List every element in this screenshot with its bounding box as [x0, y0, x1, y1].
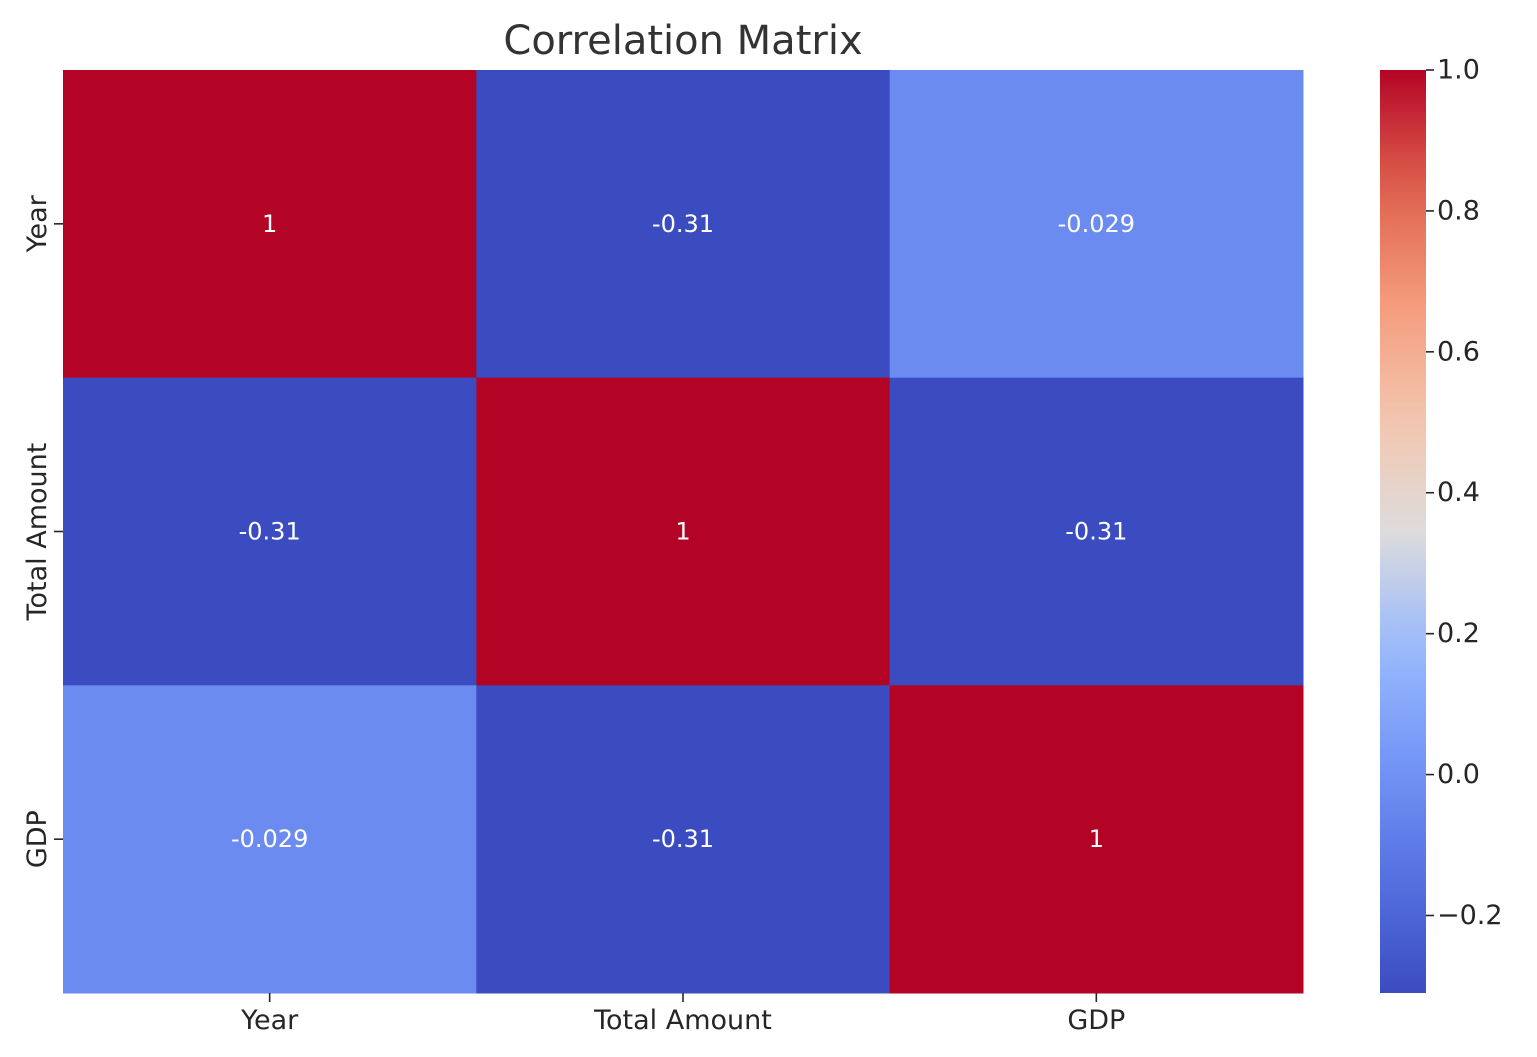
heatmap-cell [476, 70, 891, 379]
heatmap-cell [889, 377, 1304, 686]
chart-title: Correlation Matrix [503, 18, 862, 64]
cell-value-label: -0.31 [652, 210, 714, 238]
x-axis: Year Total Amount GDP [240, 993, 1125, 1036]
cell-value-label: -0.31 [239, 518, 301, 546]
colorbar-tick-label: 0.4 [1437, 477, 1480, 508]
colorbar-tick-label: −0.2 [1437, 900, 1503, 931]
heatmap-cell [476, 377, 891, 686]
y-tick-label: Year [22, 194, 53, 253]
x-tick-label: Year [240, 1005, 299, 1036]
cell-value-label: -0.029 [1058, 210, 1135, 238]
x-tick-label: GDP [1067, 1005, 1125, 1036]
colorbar: −0.2 0.0 0.2 0.4 0.6 0.8 1.0 [1380, 55, 1503, 993]
heatmap-cell [63, 70, 477, 379]
heatmap-cells [63, 70, 1304, 994]
y-tick-label: GDP [22, 810, 53, 868]
heatmap-cell-labels: 1 -0.31 -0.029 -0.31 1 -0.31 -0.029 -0.31 1 [231, 210, 1135, 853]
x-tick-label: Total Amount [593, 1005, 772, 1036]
heatmap-cell [889, 685, 1304, 994]
cell-value-label: -0.029 [231, 825, 308, 853]
colorbar-tick-label: 0.6 [1437, 336, 1480, 367]
colorbar-tick-label: 0.0 [1437, 759, 1480, 790]
colorbar-tick-label: 1.0 [1437, 55, 1480, 86]
y-tick-label: Total Amount [22, 443, 53, 622]
heatmap-cell [63, 377, 477, 686]
cell-value-label: 1 [1089, 825, 1104, 853]
heatmap-cell [476, 685, 891, 994]
heatmap-cell [889, 70, 1304, 379]
cell-value-label: -0.31 [1065, 518, 1127, 546]
cell-value-label: -0.31 [652, 825, 714, 853]
colorbar-gradient [1380, 70, 1426, 993]
y-axis: Year Total Amount GDP [22, 194, 63, 868]
cell-value-label: 1 [262, 210, 277, 238]
colorbar-tick-label: 0.2 [1437, 618, 1480, 649]
cell-value-label: 1 [675, 518, 690, 546]
heatmap-cell [63, 685, 477, 994]
colorbar-tick-label: 0.8 [1437, 195, 1480, 226]
